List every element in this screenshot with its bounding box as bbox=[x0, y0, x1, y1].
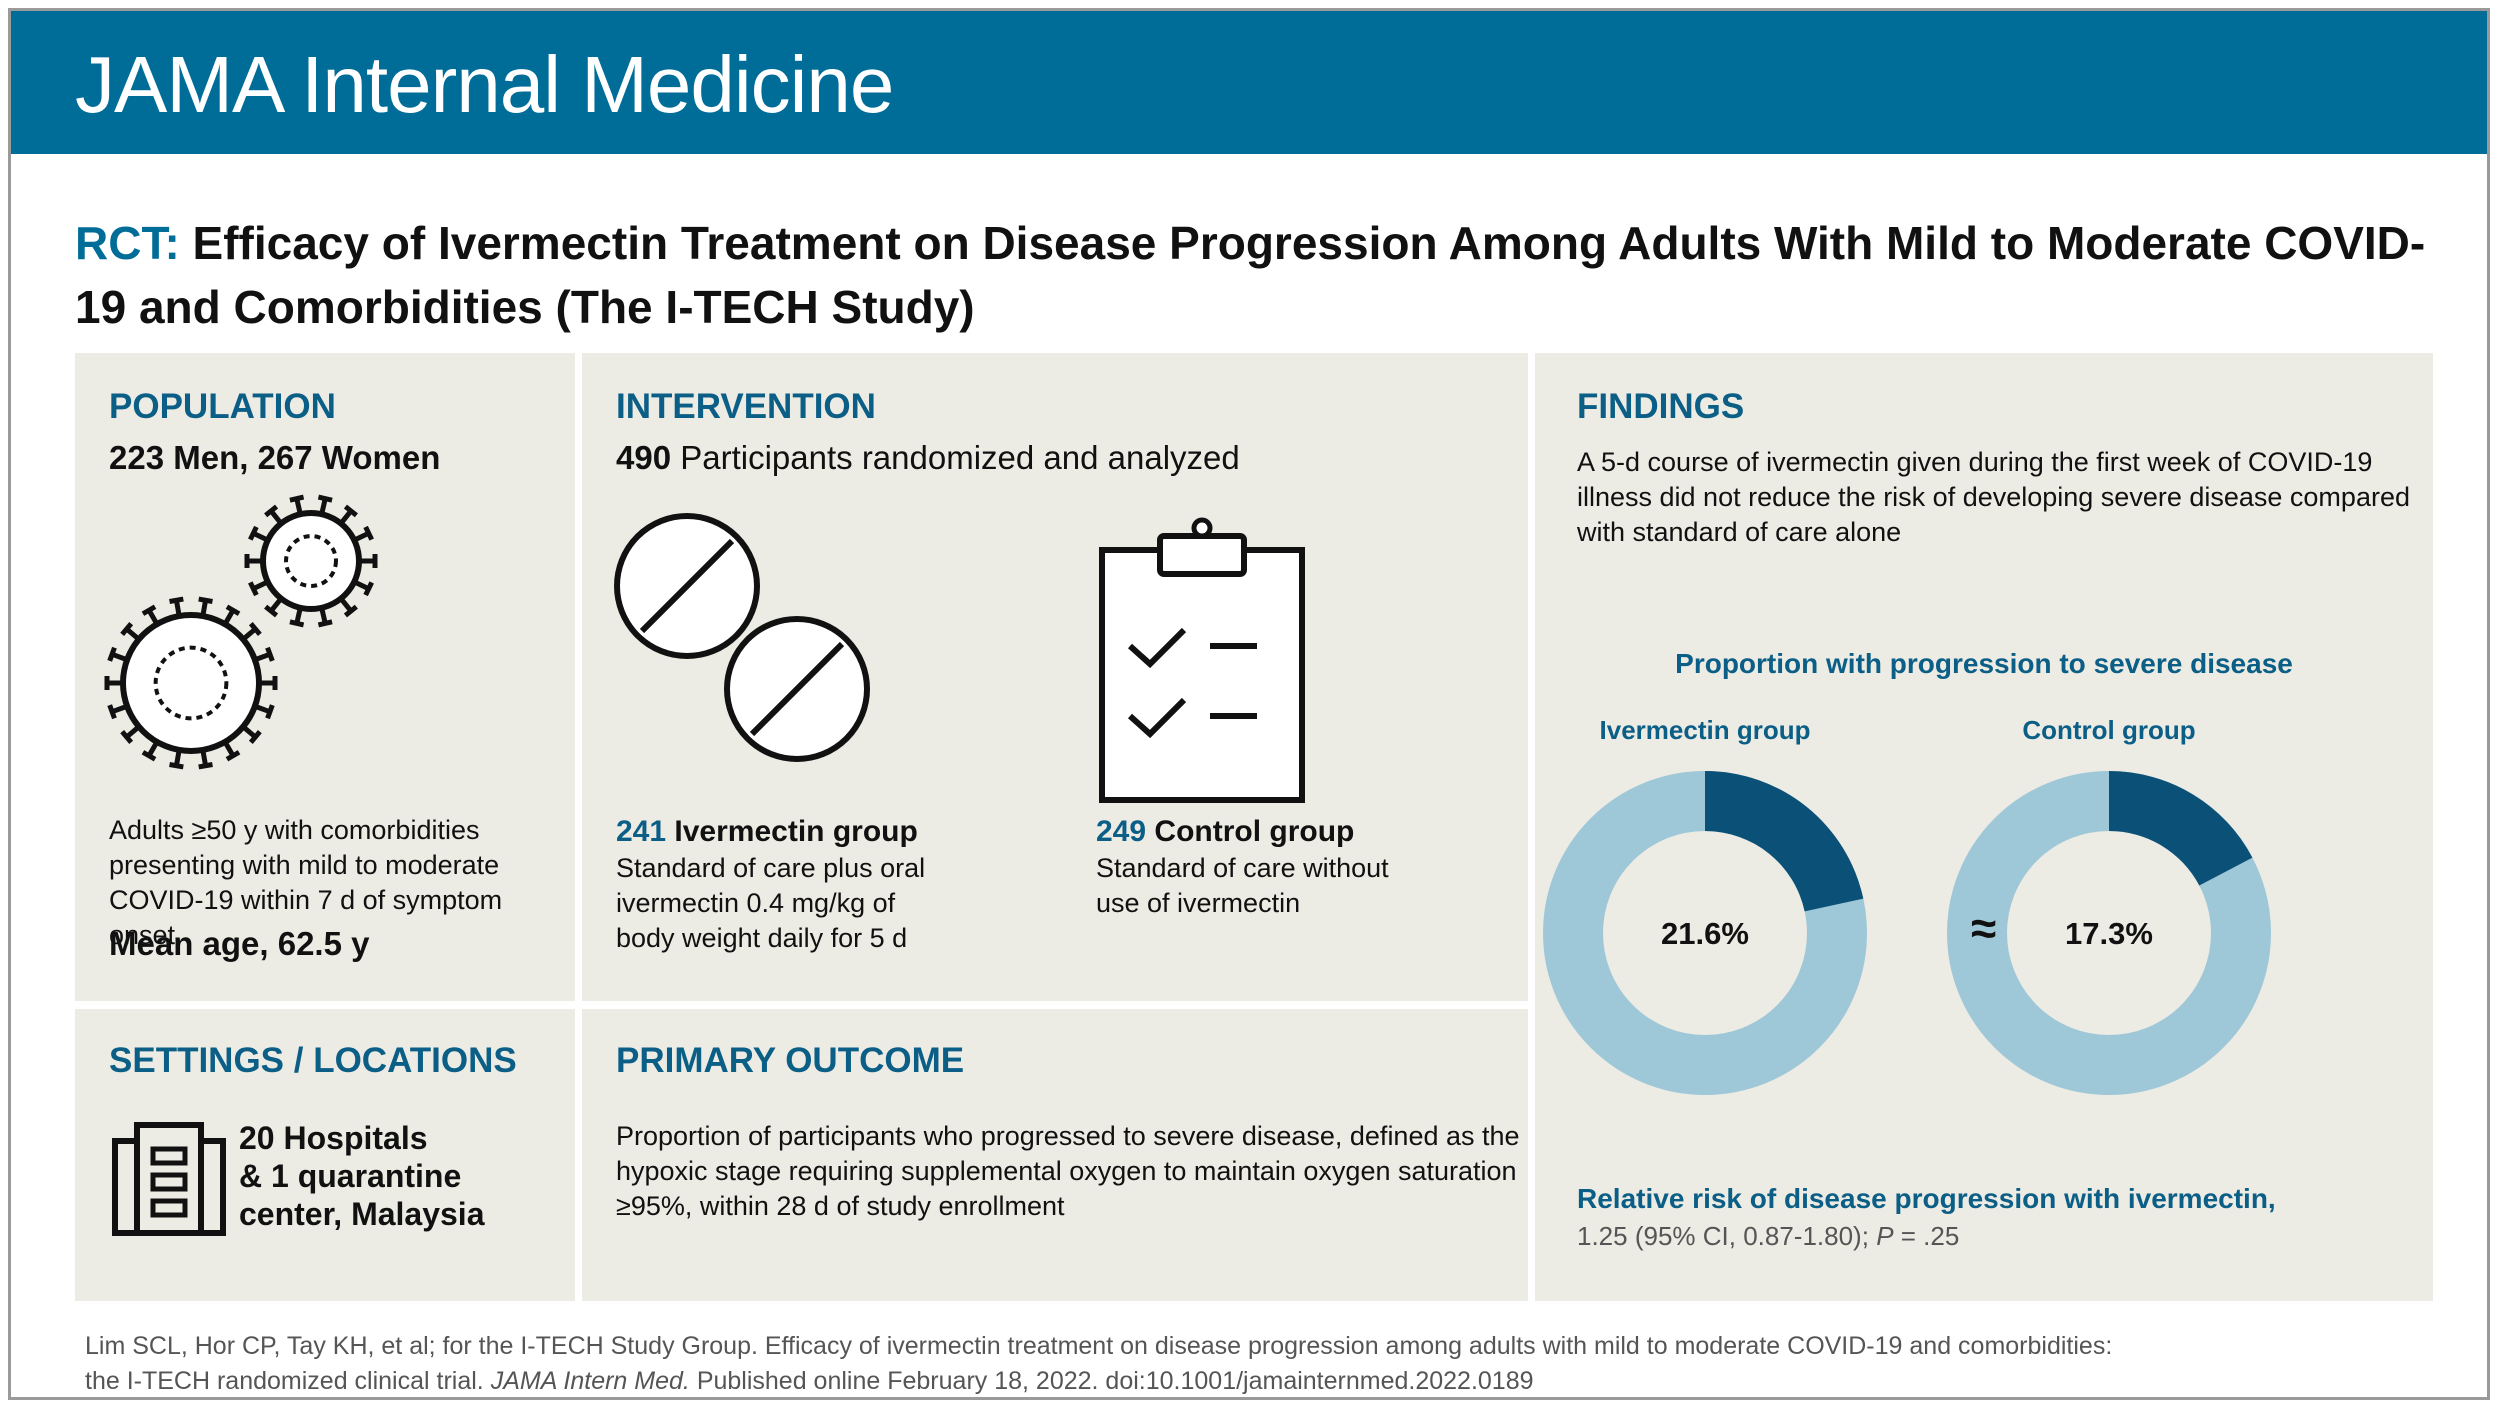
approx-symbol: ≈ bbox=[1971, 902, 1997, 954]
control-desc-line: use of ivermectin bbox=[1096, 888, 1301, 918]
findings-line: illness did not reduce the risk of devel… bbox=[1577, 482, 2410, 512]
findings-line: A 5-d course of ivermectin given during … bbox=[1577, 447, 2373, 477]
clipboard-checklist-icon bbox=[1099, 517, 1305, 803]
citation-details: Published online February 18, 2022. doi:… bbox=[696, 1367, 1534, 1395]
primary-outcome-text: Proportion of participants who progresse… bbox=[616, 1119, 1520, 1224]
primary-outcome-line: hypoxic stage requiring supplemental oxy… bbox=[616, 1156, 1517, 1186]
settings-heading: SETTINGS / LOCATIONS bbox=[109, 1041, 517, 1080]
ivermectin-label: Ivermectin group bbox=[674, 815, 918, 848]
relative-risk-title: Relative risk of disease progression wit… bbox=[1577, 1183, 2276, 1214]
control-label: Control group bbox=[1154, 815, 1355, 848]
pill-icon bbox=[614, 513, 870, 762]
chart-title: Proportion with progression to severe di… bbox=[1675, 648, 2293, 679]
population-desc-line: Adults ≥50 y with comorbidities bbox=[109, 815, 480, 845]
donut-charts: 21.6% 17.3% bbox=[1543, 771, 2271, 1095]
intervention-heading: INTERVENTION bbox=[616, 387, 876, 426]
settings-line: center, Malaysia bbox=[239, 1196, 485, 1232]
findings-line: with standard of care alone bbox=[1577, 517, 1902, 547]
ivermectin-description: Standard of care plus oral ivermectin 0.… bbox=[616, 851, 925, 956]
rr-p-value: = .25 bbox=[1893, 1221, 1960, 1251]
citation: Lim SCL, Hor CP, Tay KH, et al; for the … bbox=[85, 1329, 2465, 1399]
citation-journal: JAMA Intern Med. bbox=[490, 1367, 690, 1395]
title-prefix: RCT: bbox=[75, 217, 180, 269]
intervention-count-line: 490 Participants randomized and analyzed bbox=[616, 439, 1240, 477]
control-group: 249 Control group Standard of care witho… bbox=[1096, 815, 1389, 921]
ivermectin-group: 241 Ivermectin group Standard of care pl… bbox=[616, 815, 925, 956]
population-counts: 223 Men, 267 Women bbox=[109, 439, 441, 476]
virus-icon bbox=[104, 494, 378, 770]
findings-panel: FINDINGS A 5-d course of ivermectin give… bbox=[1535, 353, 2433, 1301]
donut-segment-progressed bbox=[2109, 771, 2253, 886]
population-panel: POPULATION 223 Men, 267 Women Adults ≥50… bbox=[75, 353, 575, 1001]
rr-value: 1.25 (95% CI, 0.87-1.80); bbox=[1577, 1221, 1869, 1251]
primary-outcome-panel: PRIMARY OUTCOME Proportion of participan… bbox=[582, 1009, 1528, 1301]
page-title: RCT: Efficacy of Ivermectin Treatment on… bbox=[75, 211, 2455, 339]
mean-age: Mean age, 62.5 y bbox=[109, 925, 370, 962]
legend-label-control: Control group bbox=[2022, 715, 2196, 745]
population-heading: POPULATION bbox=[109, 387, 336, 426]
journal-header: JAMA Internal Medicine bbox=[11, 11, 2487, 154]
findings-text: A 5-d course of ivermectin given during … bbox=[1577, 445, 2410, 550]
citation-line-2: the I-TECH randomized clinical trial. JA… bbox=[85, 1364, 2465, 1399]
donut-segment-progressed bbox=[1705, 771, 1864, 912]
title-text: Efficacy of Ivermectin Treatment on Dise… bbox=[75, 217, 2426, 333]
intervention-count: 490 bbox=[616, 439, 672, 476]
settings-line: 20 Hospitals bbox=[239, 1120, 428, 1156]
intervention-panel: INTERVENTION 490 Participants randomized… bbox=[582, 353, 1528, 1001]
intervention-count-label: Participants randomized and analyzed bbox=[680, 439, 1240, 476]
control-count: 249 bbox=[1096, 815, 1147, 848]
primary-outcome-line: Proportion of participants who progresse… bbox=[616, 1121, 1520, 1151]
building-icon bbox=[112, 1122, 226, 1236]
ivermectin-desc-line: Standard of care plus oral bbox=[616, 853, 926, 883]
ivermectin-desc-line: ivermectin 0.4 mg/kg of bbox=[616, 888, 896, 918]
relative-risk-value: 1.25 (95% CI, 0.87-1.80); P = .25 bbox=[1577, 1221, 1959, 1252]
primary-outcome-line: ≥95%, within 28 d of study enrollment bbox=[616, 1191, 1065, 1221]
ivermectin-group-title: 241 Ivermectin group bbox=[616, 815, 925, 849]
citation-line-1: Lim SCL, Hor CP, Tay KH, et al; for the … bbox=[85, 1332, 2113, 1360]
journal-title: JAMA Internal Medicine bbox=[75, 40, 894, 129]
ivermectin-desc-line: body weight daily for 5 d bbox=[616, 923, 908, 953]
control-description: Standard of care without use of ivermect… bbox=[1096, 851, 1389, 921]
donut-value-label: 21.6% bbox=[1661, 916, 1749, 951]
population-desc-line: COVID-19 within 7 d of symptom onset bbox=[109, 885, 503, 950]
primary-outcome-heading: PRIMARY OUTCOME bbox=[616, 1041, 965, 1080]
citation-text: the I-TECH randomized clinical trial. bbox=[85, 1367, 484, 1395]
donut-value-label: 17.3% bbox=[2065, 916, 2153, 951]
settings-panel: SETTINGS / LOCATIONS 20 Hospitals & 1 qu… bbox=[75, 1009, 575, 1301]
population-description: Adults ≥50 y with comorbidities presenti… bbox=[109, 813, 575, 953]
control-desc-line: Standard of care without bbox=[1096, 853, 1389, 883]
findings-heading: FINDINGS bbox=[1577, 387, 1745, 426]
control-group-title: 249 Control group bbox=[1096, 815, 1389, 849]
settings-line: & 1 quarantine bbox=[239, 1158, 462, 1194]
population-desc-line: presenting with mild to moderate bbox=[109, 850, 500, 880]
rr-p-label: P bbox=[1876, 1221, 1894, 1251]
settings-text: 20 Hospitals & 1 quarantine center, Mala… bbox=[239, 1119, 484, 1233]
infographic-frame: JAMA Internal Medicine RCT: Efficacy of … bbox=[8, 8, 2490, 1400]
ivermectin-count: 241 bbox=[616, 815, 667, 848]
legend-label-ivermectin: Ivermectin group bbox=[1599, 715, 1811, 745]
